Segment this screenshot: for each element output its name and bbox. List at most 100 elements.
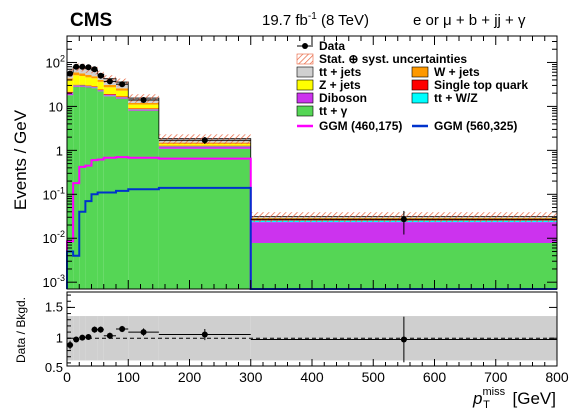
legend-label-7: tt + W/Z bbox=[434, 91, 478, 105]
stack-bar-5-5 bbox=[97, 79, 104, 82]
stack-bar-3-1 bbox=[73, 84, 80, 86]
data-point-3 bbox=[85, 64, 92, 71]
x-tick-label-2: 200 bbox=[178, 369, 202, 385]
data-point-7 bbox=[119, 81, 126, 88]
ratio-point-7 bbox=[119, 326, 126, 332]
legend-label-6: Diboson bbox=[319, 91, 367, 105]
stack-bar-4-3 bbox=[85, 77, 92, 86]
luminosity-label: 19.7 fb-1 (8 TeV) bbox=[262, 11, 369, 29]
stack-bar-3-6 bbox=[103, 93, 116, 95]
stack-bar-0-1 bbox=[73, 86, 80, 289]
stack-bar-4-9 bbox=[158, 143, 251, 146]
stack-bar-3-0 bbox=[67, 91, 74, 93]
ratio-point-5 bbox=[97, 326, 104, 333]
x-tick-label-4: 400 bbox=[300, 369, 324, 385]
stack-bar-5-2 bbox=[79, 73, 86, 77]
lumi-prefix: 19.7 fb bbox=[262, 12, 308, 29]
x-axis-title: pmiss T [GeV] bbox=[472, 386, 556, 411]
stack-bar-5-6 bbox=[103, 84, 116, 88]
main-y-axis-title: Events / GeV bbox=[11, 109, 30, 210]
stack-bar-3-9 bbox=[158, 145, 251, 147]
y-tick-base-5: 10 bbox=[43, 275, 57, 290]
stack-bar-4-5 bbox=[97, 81, 104, 90]
stack-bar-3-5 bbox=[97, 89, 104, 91]
y-tick-label-3: 10-1 bbox=[43, 185, 65, 202]
ratio-point-6 bbox=[106, 332, 113, 339]
legend-swatch-6 bbox=[296, 92, 314, 104]
y-tick-base-1: 10 bbox=[49, 99, 63, 114]
ratio-point-3 bbox=[85, 334, 92, 341]
stack-bar-1-7 bbox=[116, 97, 129, 99]
y-tick-exp-0: 2 bbox=[60, 53, 65, 63]
y-tick-label-5: 10-3 bbox=[43, 273, 65, 290]
x-title-main: p bbox=[472, 389, 482, 408]
ratio-y-tick-label-2: 1.5 bbox=[45, 299, 63, 314]
data-point-9 bbox=[201, 137, 208, 144]
x-title-sub: T bbox=[483, 399, 490, 411]
legend-label-2: tt + jets bbox=[319, 65, 362, 79]
x-title-sup: miss bbox=[482, 386, 505, 398]
stack-bar-0-7 bbox=[116, 98, 129, 289]
signal-lines bbox=[66, 156, 557, 290]
y-tick-label-4: 10-2 bbox=[43, 229, 65, 246]
stack-bar-0-10 bbox=[250, 242, 557, 289]
ratio-y-tick-label-1: 1 bbox=[56, 330, 63, 345]
legend-label-10: GGM (560,325) bbox=[434, 119, 517, 133]
ratio-points bbox=[67, 316, 557, 363]
x-tick-label-0: 0 bbox=[63, 369, 71, 385]
stack-bar-0-0 bbox=[67, 95, 74, 290]
experiment-label: CMS bbox=[70, 10, 112, 31]
stack-bar-4-8 bbox=[128, 104, 159, 109]
data-point-10 bbox=[400, 216, 407, 223]
ratio-panel: 0.5 1 1.5 0 100 200 300 400 500 600 700 800 bbox=[45, 291, 569, 385]
stack-bar-1-4 bbox=[91, 87, 98, 89]
ratio-y-tick-label-0: 0.5 bbox=[45, 360, 63, 375]
stack-bar-0-8 bbox=[128, 110, 159, 289]
y-tick-base-4: 10 bbox=[43, 231, 57, 246]
stack-bar-5-7 bbox=[116, 88, 129, 91]
stack-bar-1-3 bbox=[85, 86, 92, 88]
legend-label-3: W + jets bbox=[434, 65, 480, 79]
legend-label-5: Single top quark bbox=[434, 78, 528, 92]
legend-swatch-7 bbox=[411, 92, 429, 104]
channel-label: e or μ + b + jj + γ bbox=[413, 12, 526, 29]
ratio-point-4 bbox=[91, 326, 98, 333]
stack-bar-0-9 bbox=[158, 148, 251, 289]
stack-bar-3-2 bbox=[79, 84, 86, 86]
legend-swatch-4 bbox=[296, 79, 314, 91]
ratio-point-8 bbox=[140, 329, 147, 336]
stack-bar-4-2 bbox=[79, 76, 86, 85]
x-tick-label-1: 100 bbox=[117, 369, 141, 385]
stack-bar-3-7 bbox=[116, 96, 129, 98]
stack-bar-1-5 bbox=[97, 90, 104, 92]
legend-label-1: Stat. ⊕ syst. uncertainties bbox=[319, 52, 467, 66]
x-tick-label-7: 700 bbox=[484, 369, 508, 385]
signal-line-0 bbox=[66, 156, 557, 290]
y-tick-label-1: 10 bbox=[49, 99, 63, 114]
ratio-point-2 bbox=[79, 334, 86, 341]
stack-bar-0-2 bbox=[79, 86, 86, 289]
lumi-suffix: (8 TeV) bbox=[317, 12, 369, 29]
legend-label-8: tt + γ bbox=[319, 104, 348, 118]
y-tick-exp-4: -2 bbox=[57, 229, 65, 239]
ratio-band-bin-7 bbox=[116, 316, 129, 361]
y-tick-label-0: 102 bbox=[46, 53, 65, 70]
stack-bar-4-0 bbox=[67, 80, 74, 92]
y-tick-base-0: 10 bbox=[46, 55, 60, 70]
y-tick-base-2: 1 bbox=[56, 143, 63, 158]
ratio-point-9 bbox=[201, 331, 208, 338]
stack-bar-5-4 bbox=[91, 76, 98, 79]
legend-label-4: Z + jets bbox=[319, 78, 361, 92]
ratio-point-1 bbox=[73, 336, 80, 343]
stack-bar-1-2 bbox=[79, 85, 86, 87]
legend-swatch-5 bbox=[411, 79, 429, 91]
stack-bar-1-9 bbox=[158, 146, 251, 149]
ratio-point-0 bbox=[67, 342, 74, 349]
main-x-axis-ticks bbox=[66, 36, 558, 289]
ratio-point-10 bbox=[400, 336, 407, 343]
stack-bar-3-3 bbox=[85, 85, 92, 87]
stack-bar-0-3 bbox=[85, 87, 92, 290]
